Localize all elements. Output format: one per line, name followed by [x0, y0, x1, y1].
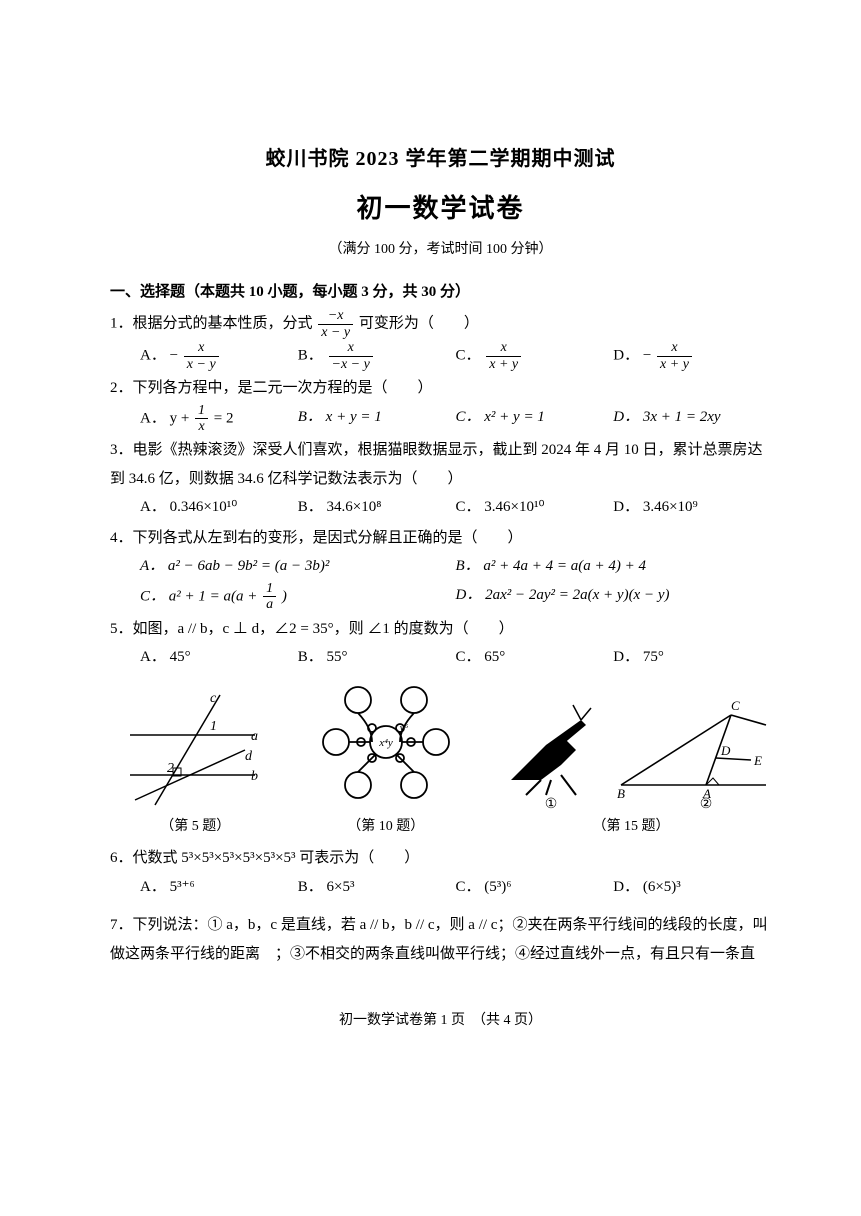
q4-options: A． a² − 6ab − 9b² = (a − 3b)² B． a² + 4a…: [110, 552, 771, 612]
q5-opt-a: A． 45°: [140, 643, 298, 672]
q1-d-num: x: [657, 340, 692, 356]
q3-options: A． 0.346×10¹⁰ B． 34.6×10⁸ C． 3.46×10¹⁰ D…: [110, 493, 771, 522]
q3-opt-c: C． 3.46×10¹⁰: [456, 493, 614, 522]
q2-a-prefix: A． y +: [140, 410, 193, 426]
q4-c-suffix: ): [282, 588, 287, 604]
q4-opt-b: B． a² + 4a + 4 = a(a + 4) + 4: [456, 552, 772, 581]
fig-q5-svg: c a b d 1 2: [125, 690, 265, 810]
fig-q15: B A C D E ① ② （第 15 题）: [491, 690, 771, 841]
fig5-caption: （第 5 题）: [110, 814, 281, 841]
q1-c-num: x: [486, 340, 521, 356]
q4-opt-a: A． a² − 6ab − 9b² = (a − 3b)²: [140, 552, 456, 581]
section-1-header: 一、选择题（本题共 10 小题，每小题 3 分，共 30 分）: [110, 278, 771, 307]
q2-opt-a: A． y + 1 x = 2: [140, 403, 298, 435]
fig10-y6: y⁶: [398, 722, 408, 734]
q2-stem: 2．下列各方程中，是二元一次方程的是（ ）: [110, 374, 771, 403]
q2-opt-c: C． x² + y = 1: [456, 403, 614, 435]
fig15-caption: （第 15 题）: [491, 814, 771, 841]
fig15-circ2: ②: [700, 797, 713, 810]
q6-options: A． 5³⁺⁶ B． 6×5³ C． (5³)⁶ D． (6×5)³: [110, 873, 771, 902]
q2-options: A． y + 1 x = 2 B． x + y = 1 C． x² + y = …: [110, 403, 771, 435]
q3-stem: 3．电影《热辣滚烫》深受人们喜欢，根据猫眼数据显示，截止到 2024 年 4 月…: [110, 436, 771, 493]
q1-opt-b: B． x −x − y: [298, 340, 456, 372]
q1-stem-prefix: 1．根据分式的基本性质，分式: [110, 316, 316, 332]
q1-base-num: −x: [318, 308, 353, 324]
q6-opt-c: C． (5³)⁶: [456, 873, 614, 902]
fig10-caption: （第 10 题）: [301, 814, 472, 841]
fig15-B: B: [617, 786, 625, 801]
page-title-line2: 初一数学试卷: [110, 184, 771, 233]
q1-a-den: x − y: [184, 357, 219, 372]
q1-a-frac: x x − y: [184, 340, 219, 372]
q1-opt-d: D． − x x + y: [613, 340, 771, 372]
fig15-D: D: [720, 743, 731, 758]
q2-a-num: 1: [195, 403, 208, 419]
q5-opt-d: D． 75°: [613, 643, 771, 672]
page-subtitle: （满分 100 分，考试时间 100 分钟）: [110, 237, 771, 264]
fig-q10-svg: y⁶ x⁴y: [306, 680, 466, 810]
q2-a-den: x: [195, 419, 208, 434]
fig10-xy: x⁴y: [378, 737, 393, 749]
fig-q10: y⁶ x⁴y （第 10 题）: [301, 680, 472, 841]
q7-stem: 7．下列说法：① a，b，c 是直线，若 a // b，b // c，则 a /…: [110, 911, 771, 968]
q1-b-num: x: [329, 340, 373, 356]
q6-stem: 6．代数式 5³×5³×5³×5³×5³×5³ 可表示为（ ）: [110, 844, 771, 873]
q1-a-prefix: A． −: [140, 348, 178, 364]
q1-base-fraction: −x x − y: [318, 308, 353, 340]
exam-page: 蛟川书院 2023 学年第二学期期中测试 初一数学试卷 （满分 100 分，考试…: [0, 0, 861, 1216]
fig5-label-d: d: [245, 749, 253, 764]
q1-d-frac: x x + y: [657, 340, 692, 372]
fig15-E: E: [753, 753, 762, 768]
q1-stem-suffix: 可变形为（ ）: [359, 316, 479, 332]
q2-a-suffix: = 2: [214, 410, 234, 426]
q1-b-frac: x −x − y: [329, 340, 373, 372]
q1-c-den: x + y: [486, 357, 521, 372]
q5-stem: 5．如图，a // b，c ⊥ d，∠2 = 35°，则 ∠1 的度数为（ ）: [110, 615, 771, 644]
fig15-C: C: [731, 698, 740, 713]
q2-a-frac: 1 x: [195, 403, 208, 435]
q1-b-prefix: B．: [298, 348, 327, 364]
q1-b-den: −x − y: [329, 357, 373, 372]
q4-c-frac: 1 a: [263, 581, 276, 613]
q1-a-num: x: [184, 340, 219, 356]
q5-opt-b: B． 55°: [298, 643, 456, 672]
q1-d-den: x + y: [657, 357, 692, 372]
q1-stem: 1．根据分式的基本性质，分式 −x x − y 可变形为（ ）: [110, 308, 771, 340]
q2-opt-b: B． x + y = 1: [298, 403, 456, 435]
page-title-line1: 蛟川书院 2023 学年第二学期期中测试: [110, 140, 771, 178]
q1-opt-a: A． − x x − y: [140, 340, 298, 372]
q4-c-prefix: C． a² + 1 = a(a +: [140, 588, 261, 604]
q4-opt-c: C． a² + 1 = a(a + 1 a ): [140, 581, 456, 613]
fig-q15-svg: B A C D E ① ②: [491, 690, 771, 810]
q4-c-den: a: [263, 597, 276, 612]
q3-opt-b: B． 34.6×10⁸: [298, 493, 456, 522]
fig-q5: c a b d 1 2 （第 5 题）: [110, 690, 281, 841]
q4-c-num: 1: [263, 581, 276, 597]
q1-d-prefix: D． −: [613, 348, 651, 364]
figures-row: c a b d 1 2 （第 5 题）: [110, 680, 771, 841]
q1-base-den: x − y: [318, 325, 353, 340]
q1-options: A． − x x − y B． x −x − y C． x x + y D． −: [110, 340, 771, 372]
fig5-angle1: 1: [210, 719, 217, 734]
q6-opt-b: B． 6×5³: [298, 873, 456, 902]
q6-opt-d: D． (6×5)³: [613, 873, 771, 902]
q4-stem: 4．下列各式从左到右的变形，是因式分解且正确的是（ ）: [110, 524, 771, 553]
q4-opt-d: D． 2ax² − 2ay² = 2a(x + y)(x − y): [456, 581, 772, 613]
fig5-label-b: b: [251, 769, 258, 784]
q1-opt-c: C． x x + y: [456, 340, 614, 372]
q5-opt-c: C． 65°: [456, 643, 614, 672]
q2-opt-d: D． 3x + 1 = 2xy: [613, 403, 771, 435]
q3-opt-d: D． 3.46×10⁹: [613, 493, 771, 522]
page-footer: 初一数学试卷第 1 页 （共 4 页）: [110, 1008, 771, 1035]
q6-opt-a: A． 5³⁺⁶: [140, 873, 298, 902]
q5-options: A． 45° B． 55° C． 65° D． 75°: [110, 643, 771, 672]
fig5-label-a: a: [251, 729, 258, 744]
fig5-label-c: c: [210, 691, 217, 706]
q3-opt-a: A． 0.346×10¹⁰: [140, 493, 298, 522]
fig15-circ1: ①: [545, 797, 558, 810]
q1-c-frac: x x + y: [486, 340, 521, 372]
q1-c-prefix: C．: [456, 348, 485, 364]
